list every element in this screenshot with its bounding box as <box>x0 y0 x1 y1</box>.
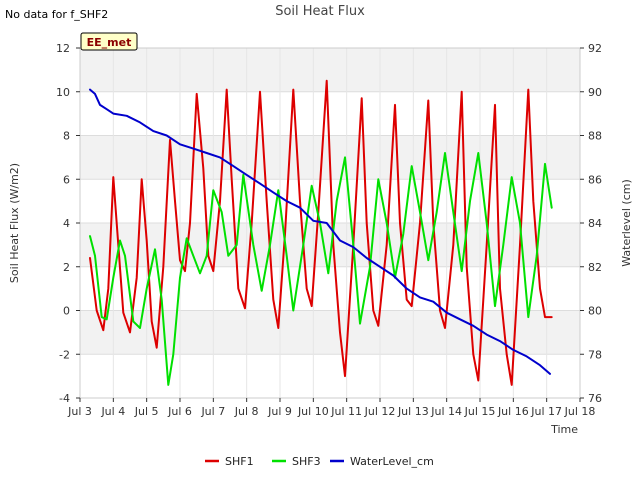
x-tick-label: Jul 14 <box>430 405 462 418</box>
y2-tick-label: 84 <box>588 217 602 230</box>
x-tick-label: Jul 15 <box>464 405 496 418</box>
x-tick-label: Jul 3 <box>67 405 92 418</box>
legend-label: WaterLevel_cm <box>350 455 434 468</box>
legend-label: SHF1 <box>225 455 254 468</box>
y-tick-label: 0 <box>63 305 70 318</box>
y2-tick-label: 92 <box>588 42 602 55</box>
y2-tick-label: 80 <box>588 305 602 318</box>
y2-tick-label: 88 <box>588 130 602 143</box>
y-axis-title: Soil Heat Flux (W/m2) <box>8 163 21 283</box>
x-tick-label: Jul 12 <box>364 405 396 418</box>
no-data-note: No data for f_SHF2 <box>5 8 108 21</box>
chart-title: Soil Heat Flux <box>275 4 365 19</box>
y-tick-label: 2 <box>63 261 70 274</box>
badge-label: EE_met <box>87 36 132 49</box>
y2-tick-label: 82 <box>588 261 602 274</box>
y-tick-label: 12 <box>56 42 70 55</box>
x-tick-label: Jul 13 <box>397 405 429 418</box>
x-tick-label: Jul 16 <box>497 405 529 418</box>
x-tick-label: Jul 8 <box>234 405 259 418</box>
x-tick-label: Jul 9 <box>267 405 292 418</box>
x-tick-label: Jul 7 <box>200 405 225 418</box>
x-tick-label: Jul 11 <box>330 405 362 418</box>
plot-band <box>80 354 580 398</box>
ee-met-badge: EE_met <box>80 32 138 51</box>
series-line-waterlevel-cm <box>89 88 551 375</box>
x-tick-label: Jul 4 <box>100 405 125 418</box>
y-tick-label: 4 <box>63 217 70 230</box>
plot-band <box>80 48 580 92</box>
x-axis-title: Time <box>550 423 578 436</box>
y-axis-right: 76 78 80 82 84 86 88 90 92 <box>580 42 602 405</box>
legend-label: SHF3 <box>292 455 321 468</box>
y2-axis-title: Waterlevel (cm) <box>620 179 633 267</box>
x-tick-label: Jul 17 <box>530 405 562 418</box>
y-tick-label: 8 <box>63 130 70 143</box>
y-tick-label: -4 <box>59 392 70 405</box>
badge-box <box>80 32 138 51</box>
y-tick-label: 6 <box>63 173 70 186</box>
series-line-shf3 <box>89 152 553 386</box>
x-tick-label: Jul 6 <box>167 405 192 418</box>
y2-tick-label: 86 <box>588 173 602 186</box>
plot-band <box>80 266 580 311</box>
legend: SHF1 SHF3 WaterLevel_cm <box>205 455 434 468</box>
y2-tick-label: 90 <box>588 86 602 99</box>
y2-tick-label: 78 <box>588 348 602 361</box>
x-tick-label: Jul 10 <box>297 405 329 418</box>
series-line-shf1 <box>89 79 553 386</box>
y-tick-label: 10 <box>56 86 70 99</box>
x-tick-label: Jul 5 <box>134 405 159 418</box>
x-axis: Jul 3 Jul 4 Jul 5 Jul 6 Jul 7 Jul 8 Jul 9 Jul 1… <box>67 398 595 418</box>
x-tick-label: Jul 18 <box>564 405 596 418</box>
y-tick-label: -2 <box>59 348 70 361</box>
y2-tick-label: 76 <box>588 392 602 405</box>
y-axis-left: -4 -2 0 2 4 6 8 10 12 <box>56 42 80 405</box>
plot-band <box>80 91 580 136</box>
series-layer <box>89 79 553 386</box>
